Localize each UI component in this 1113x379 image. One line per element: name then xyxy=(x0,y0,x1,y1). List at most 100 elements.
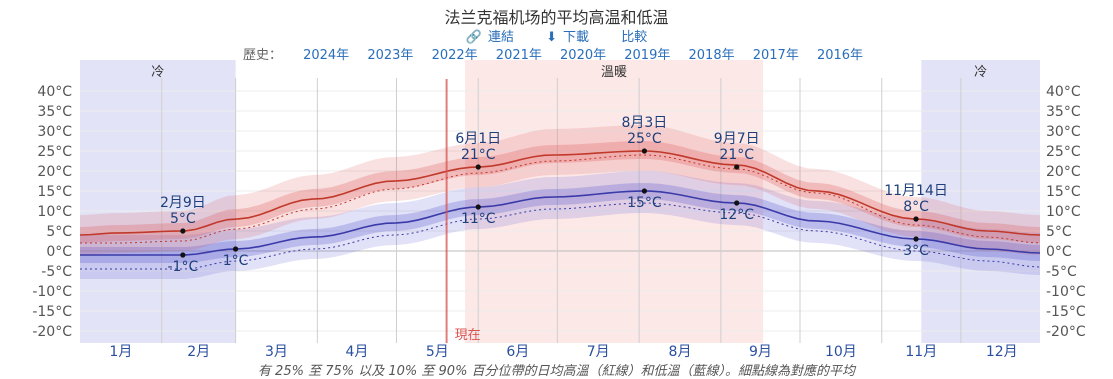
y-tick-label: -10°C xyxy=(32,284,72,300)
month-label: 4月 xyxy=(345,344,368,360)
annotation-point xyxy=(475,204,481,210)
y-tick-label-right: 35°C xyxy=(1046,104,1081,120)
annotation-temp-label: 12°C xyxy=(719,207,754,223)
month-label: 1月 xyxy=(109,344,132,360)
low-dotted-mean-line xyxy=(80,202,1041,270)
y-tick-label: 0°C xyxy=(46,244,72,260)
y-tick-label-right: -15°C xyxy=(1046,304,1086,320)
history-year-link[interactable]: 2023年 xyxy=(367,48,414,63)
y-tick-label: -15°C xyxy=(32,304,72,320)
month-label: 7月 xyxy=(587,344,610,360)
y-tick-label-right: 10°C xyxy=(1046,204,1081,220)
annotation-temp-label: 8°C xyxy=(903,199,929,215)
y-tick-label-right: 0°C xyxy=(1046,244,1072,260)
annotation-point xyxy=(913,236,919,242)
annotation-point xyxy=(180,252,186,258)
y-tick-label: 30°C xyxy=(37,124,72,140)
month-label: 5月 xyxy=(426,344,449,360)
y-tick-label: 10°C xyxy=(37,204,72,220)
history-year-link[interactable]: 2021年 xyxy=(495,48,542,63)
history-year-link[interactable]: 2022年 xyxy=(431,48,478,63)
compare-button[interactable]: 比較 xyxy=(621,30,647,45)
history-bar: 歷史： 2024年 2023年 2022年 2021年 2020年 2019年 … xyxy=(0,44,1113,63)
history-year-link[interactable]: 2020年 xyxy=(560,48,607,63)
y-tick-label: -20°C xyxy=(32,324,72,340)
history-year-link[interactable]: 2018年 xyxy=(688,48,735,63)
annotation-point xyxy=(475,164,481,170)
high-p25-p75-band xyxy=(80,141,1040,243)
annotation-temp-label: -1°C xyxy=(167,259,198,275)
month-label: 11月 xyxy=(905,344,937,360)
annotation-point xyxy=(180,228,186,234)
annotation-temp-label: 1°C xyxy=(223,253,249,269)
y-tick-label: 20°C xyxy=(37,164,72,180)
annotation-point xyxy=(734,200,740,206)
y-tick-label: 35°C xyxy=(37,104,72,120)
chart-title: 法兰克福机场的平均高温和低温 xyxy=(444,8,669,27)
y-tick-label-right: -20°C xyxy=(1046,324,1086,340)
y-tick-label: 25°C xyxy=(37,144,72,160)
warm-season-label: 溫暖 xyxy=(601,65,627,80)
history-year-link[interactable]: 2016年 xyxy=(816,48,864,63)
month-label: 10月 xyxy=(825,344,857,360)
cold-season-label: 冷 xyxy=(974,65,987,80)
annotation-point xyxy=(734,164,740,170)
download-label: 下載 xyxy=(563,30,590,45)
high-series-line xyxy=(79,150,1041,236)
cold-season-label: 冷 xyxy=(151,65,164,80)
history-year-link[interactable]: 2017年 xyxy=(752,48,799,63)
high-p10-p90-band xyxy=(80,125,1040,256)
annotation-temp-label: 21°C xyxy=(461,147,496,163)
y-tick-label-right: -5°C xyxy=(1046,264,1077,280)
low-series-line xyxy=(80,190,1041,256)
annotation-date-label: 6月1日 xyxy=(455,131,501,147)
y-tick-label-right: 20°C xyxy=(1046,164,1081,180)
link-button[interactable]: 🔗 連結 xyxy=(466,30,518,45)
annotation-point xyxy=(913,216,919,222)
month-label: 8月 xyxy=(669,344,692,360)
high-dotted-mean-line xyxy=(80,154,1041,244)
compare-label: 比較 xyxy=(621,30,648,45)
y-tick-label-right: 30°C xyxy=(1046,124,1081,140)
history-year-link[interactable]: 2024年 xyxy=(303,48,350,63)
y-tick-label: 40°C xyxy=(37,84,72,100)
link-icon: 🔗 xyxy=(465,30,482,45)
month-label: 3月 xyxy=(265,344,288,360)
annotation-point xyxy=(641,148,647,154)
annotation-temp-label: 25°C xyxy=(627,131,662,147)
month-label: 2月 xyxy=(187,344,210,360)
cold-season-band xyxy=(921,60,1040,343)
y-tick-label-right: 5°C xyxy=(1046,224,1072,240)
y-tick-label-right: 25°C xyxy=(1046,144,1081,160)
y-tick-label: 5°C xyxy=(46,224,72,240)
low-p10-p90-band xyxy=(80,171,1040,279)
link-label: 連結 xyxy=(487,30,514,45)
annotation-point xyxy=(641,188,647,194)
y-tick-label-right: -10°C xyxy=(1046,284,1086,300)
cold-season-band xyxy=(80,60,236,343)
chart-footnote: 有 25% 至 75% 以及 10% 至 90% 百分位帶的日均高溫（紅線）和低… xyxy=(257,364,856,379)
download-icon: ⬇ xyxy=(546,30,558,45)
annotation-point xyxy=(233,246,239,252)
download-button[interactable]: ⬇ 下載 xyxy=(546,30,593,45)
low-p25-p75-band xyxy=(80,183,1040,263)
annotation-temp-label: 3°C xyxy=(903,243,929,259)
annotation-date-label: 11月14日 xyxy=(884,183,948,199)
annotation-temp-label: 11°C xyxy=(461,211,496,227)
y-tick-label: 15°C xyxy=(37,184,72,200)
month-label: 9月 xyxy=(749,344,772,360)
annotation-date-label: 8月3日 xyxy=(621,115,667,131)
y-tick-label-right: 40°C xyxy=(1046,84,1081,100)
annotation-temp-label: 5°C xyxy=(170,211,196,227)
chart-actions: 🔗 連結 ⬇ 下載 比較 xyxy=(0,26,1113,45)
month-label: 12月 xyxy=(986,344,1018,360)
annotation-temp-label: 21°C xyxy=(719,147,754,163)
history-year-link[interactable]: 2019年 xyxy=(624,48,671,63)
y-tick-label-right: 15°C xyxy=(1046,184,1081,200)
month-label: 6月 xyxy=(506,344,529,360)
y-tick-label: -5°C xyxy=(41,264,72,280)
now-marker-label: 現在 xyxy=(455,328,481,343)
annotation-temp-label: 15°C xyxy=(627,195,662,211)
annotation-date-label: 2月9日 xyxy=(160,195,206,211)
